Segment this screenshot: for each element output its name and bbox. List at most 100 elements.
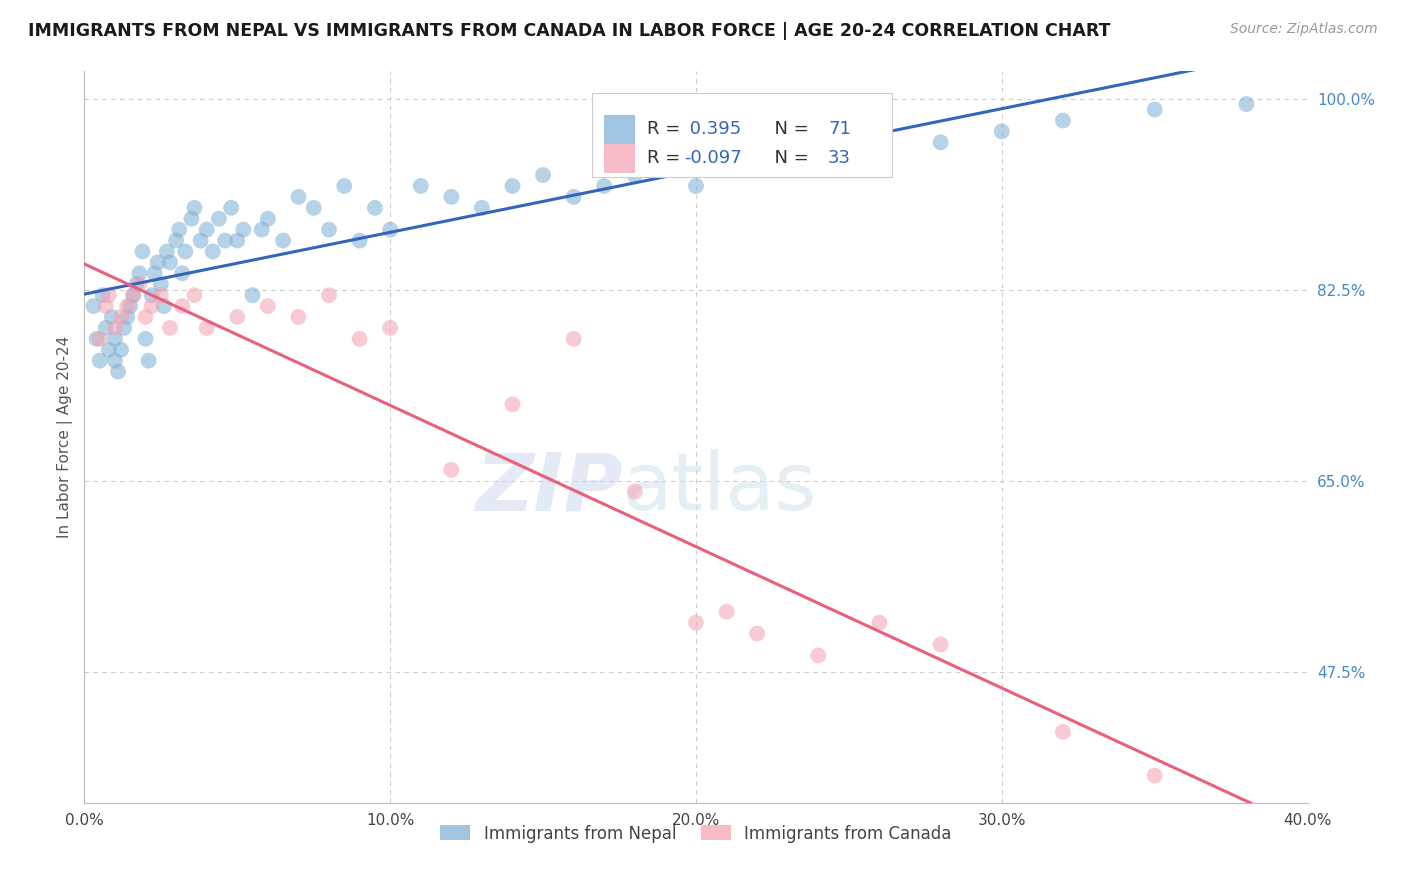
Point (110, 310, 132, 324)
Point (531, 168, 554, 182)
Point (128, 277, 150, 292)
Point (287, 310, 309, 324)
Point (122, 288, 145, 302)
Text: 0.395: 0.395 (683, 120, 741, 138)
Point (201, 244, 224, 259)
FancyBboxPatch shape (592, 94, 891, 178)
Bar (605, 144, 636, 173)
Point (333, 179, 356, 194)
Point (929, 136, 952, 150)
Point (172, 299, 194, 313)
Point (685, 615, 707, 630)
Point (869, 124, 891, 138)
Point (167, 222, 190, 236)
Point (120, 299, 142, 313)
Point (271, 234, 294, 248)
Point (110, 343, 132, 357)
Point (208, 211, 231, 226)
Point (1052, 724, 1074, 739)
Text: Source: ZipAtlas.com: Source: ZipAtlas.com (1230, 22, 1378, 37)
Point (97, 288, 120, 302)
Point (318, 288, 340, 302)
Point (83, 299, 105, 313)
Point (146, 255, 169, 269)
Point (747, 626, 769, 640)
Text: R =: R = (647, 149, 686, 167)
Point (128, 266, 150, 280)
Point (364, 201, 387, 215)
Point (502, 179, 524, 194)
Text: N =: N = (763, 149, 814, 167)
Point (89, 353, 111, 368)
Point (654, 157, 676, 171)
Point (1143, 103, 1166, 117)
Point (807, 648, 830, 663)
Text: R =: R = (647, 120, 686, 138)
Point (219, 201, 242, 215)
Point (104, 321, 127, 335)
Point (101, 310, 124, 324)
Point (153, 299, 176, 313)
Point (226, 234, 249, 248)
Point (226, 310, 249, 324)
Point (94, 299, 117, 313)
Point (1143, 768, 1166, 782)
Text: N =: N = (763, 120, 814, 138)
Point (122, 288, 145, 302)
Point (380, 222, 402, 236)
Point (593, 179, 616, 194)
Point (174, 244, 197, 259)
Point (287, 190, 309, 204)
Point (149, 288, 172, 302)
Point (135, 332, 157, 346)
Point (97, 343, 120, 357)
Y-axis label: In Labor Force | Age 20-24: In Labor Force | Age 20-24 (58, 336, 73, 538)
Point (138, 353, 160, 368)
Point (165, 234, 187, 248)
Point (214, 234, 236, 248)
Point (624, 168, 647, 182)
Point (747, 146, 769, 161)
Point (125, 277, 148, 292)
Point (562, 332, 585, 346)
Point (318, 222, 340, 236)
Point (257, 211, 280, 226)
Point (807, 136, 830, 150)
Text: 33: 33 (828, 149, 851, 167)
Text: -0.097: -0.097 (683, 149, 741, 167)
Point (440, 190, 463, 204)
Point (440, 463, 463, 477)
Point (86, 332, 108, 346)
Point (183, 201, 205, 215)
Point (131, 244, 153, 259)
Point (716, 157, 738, 171)
Point (172, 266, 194, 280)
Point (94, 321, 117, 335)
Point (180, 211, 202, 226)
Point (104, 353, 127, 368)
Point (232, 222, 254, 236)
Point (112, 321, 135, 335)
Point (141, 299, 163, 313)
Point (685, 179, 707, 194)
Point (107, 365, 129, 379)
Point (91, 288, 114, 302)
Text: ZIP: ZIP (475, 450, 623, 527)
Point (89, 332, 111, 346)
Point (349, 234, 371, 248)
Point (242, 288, 264, 302)
Point (149, 277, 172, 292)
Bar (605, 115, 636, 145)
Point (409, 179, 432, 194)
Text: atlas: atlas (623, 450, 817, 527)
Point (1236, 97, 1258, 112)
Point (624, 484, 647, 499)
Point (190, 234, 212, 248)
Point (1052, 113, 1074, 128)
Point (141, 288, 163, 302)
Point (115, 310, 138, 324)
Point (349, 332, 371, 346)
Point (115, 299, 138, 313)
Point (143, 266, 166, 280)
Point (302, 201, 325, 215)
